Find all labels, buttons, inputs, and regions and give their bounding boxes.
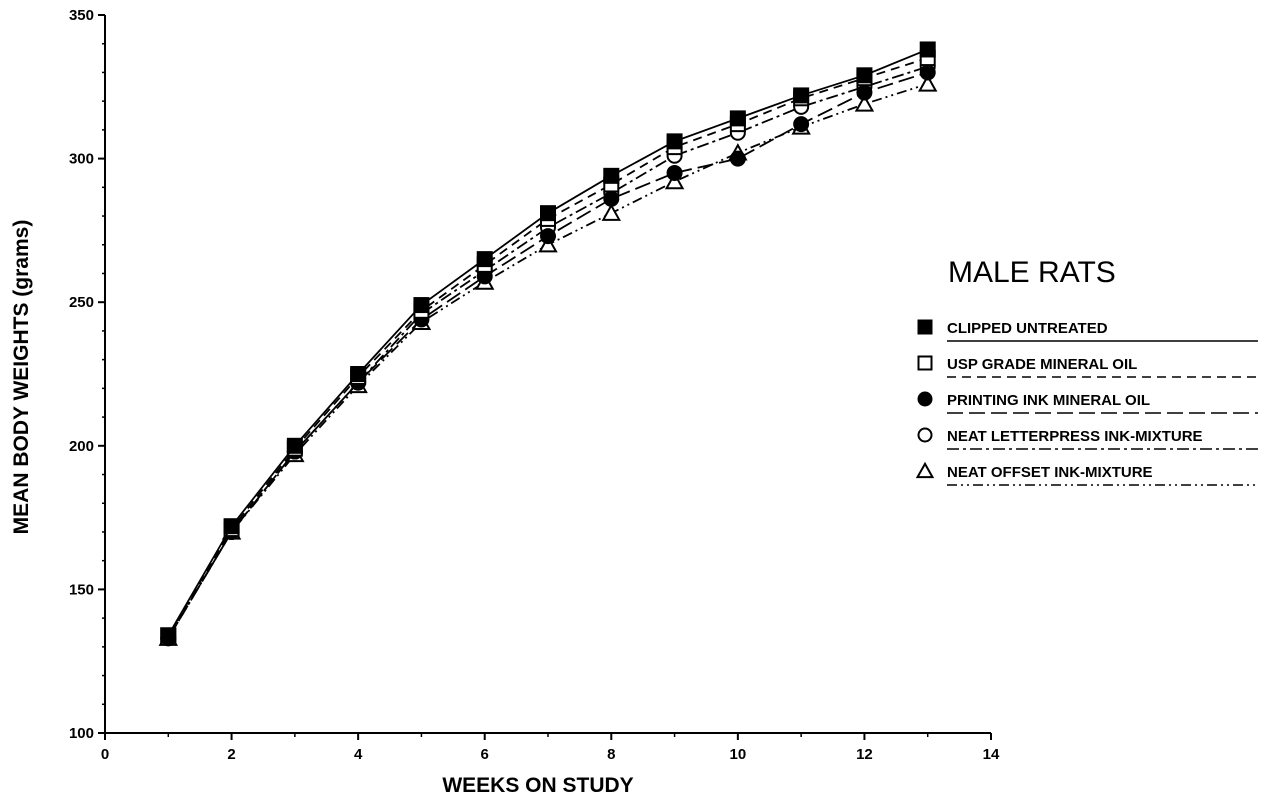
series-line xyxy=(167,65,928,639)
legend-item: NEAT LETTERPRESS INK-MIXTURE xyxy=(917,427,1258,450)
data-point xyxy=(856,67,873,84)
data-point xyxy=(601,203,621,221)
data-point xyxy=(919,41,936,58)
data-point xyxy=(919,64,936,81)
data-point xyxy=(540,228,556,245)
data-point xyxy=(350,366,367,382)
series-4 xyxy=(160,58,936,647)
legend-marker xyxy=(917,319,933,335)
legend-marker xyxy=(917,391,933,407)
y-tick-label: 250 xyxy=(69,294,94,311)
legend-label: USP GRADE MINERAL OIL xyxy=(947,356,1137,373)
data-point xyxy=(603,167,620,184)
legend-item: NEAT OFFSET INK-MIXTURE xyxy=(915,461,1258,486)
x-tick-label: 6 xyxy=(481,746,489,763)
series-line xyxy=(167,71,928,639)
data-point xyxy=(793,116,810,133)
y-tick-label: 300 xyxy=(69,151,94,168)
x-tick-label: 0 xyxy=(101,746,109,763)
x-tick-label: 4 xyxy=(354,746,363,763)
legend-marker xyxy=(917,355,933,371)
legend-label: NEAT OFFSET INK-MIXTURE xyxy=(947,464,1153,481)
series-line xyxy=(167,48,929,636)
y-tick-label: 150 xyxy=(69,581,94,598)
y-tick-label: 100 xyxy=(69,725,94,742)
data-point xyxy=(856,84,873,101)
series-line xyxy=(167,57,928,636)
y-tick-label: 350 xyxy=(69,7,94,24)
series-3 xyxy=(160,64,936,647)
x-axis-label: WEEKS ON STUDY xyxy=(442,774,633,797)
axes: 100 150 200 250 300 350 0 2 4 6 8 10 12 14 xyxy=(69,7,1000,763)
series-layer xyxy=(158,41,938,647)
y-tick-label: 200 xyxy=(69,438,94,455)
data-point xyxy=(666,133,683,150)
data-point xyxy=(918,74,938,92)
data-point xyxy=(666,164,683,181)
series-5 xyxy=(158,74,938,646)
series-1 xyxy=(160,41,936,644)
data-point xyxy=(854,94,875,112)
data-point xyxy=(540,205,556,222)
x-tick-label: 8 xyxy=(607,746,615,763)
x-tick-label: 12 xyxy=(856,746,873,763)
legend-label: PRINTING INK MINERAL OIL xyxy=(947,392,1150,409)
data-point xyxy=(729,150,746,167)
data-point xyxy=(160,627,177,644)
legend-label: NEAT LETTERPRESS INK-MIXTURE xyxy=(947,428,1203,445)
data-point xyxy=(603,190,620,207)
legend-title: MALE RATS xyxy=(948,256,1116,289)
data-point xyxy=(413,297,430,314)
legend-item: CLIPPED UNTREATED xyxy=(917,319,1258,342)
data-point xyxy=(476,251,493,268)
data-point xyxy=(538,235,558,253)
x-tick-label: 10 xyxy=(730,746,747,763)
legend-marker xyxy=(917,427,933,443)
legend-item: PRINTING INK MINERAL OIL xyxy=(917,391,1258,414)
data-point xyxy=(286,437,303,454)
data-point xyxy=(223,518,240,535)
legend-marker xyxy=(915,461,935,479)
legend-label: CLIPPED UNTREATED xyxy=(947,320,1108,337)
data-point xyxy=(664,171,685,190)
series-line xyxy=(167,83,928,639)
data-point xyxy=(793,87,810,104)
x-tick-label: 14 xyxy=(983,746,1000,763)
y-axis-label: MEAN BODY WEIGHTS (grams) xyxy=(10,220,33,535)
data-point xyxy=(729,110,746,127)
legend: MALE RATS CLIPPED UNTREATED USP GRADE MINE… xyxy=(915,256,1258,486)
x-tick-label: 2 xyxy=(227,746,235,763)
series-2 xyxy=(160,50,936,644)
legend-item: USP GRADE MINERAL OIL xyxy=(917,355,1258,378)
